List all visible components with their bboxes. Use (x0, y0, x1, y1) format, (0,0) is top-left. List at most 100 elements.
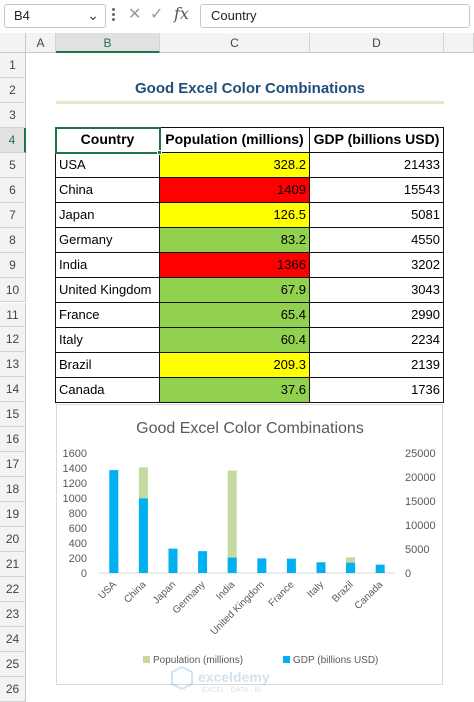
sheet-title[interactable]: Good Excel Color Combinations (134, 80, 366, 97)
row-header-10[interactable]: 10 (0, 277, 26, 303)
row-header-6[interactable]: 6 (0, 177, 26, 203)
y-tick-label: 400 (69, 538, 87, 550)
y-tick-label: 1600 (63, 448, 87, 460)
table-cell-country[interactable]: Germany (55, 227, 160, 253)
row-header-13[interactable]: 13 (0, 352, 26, 378)
row-header-23[interactable]: 23 (0, 601, 26, 627)
table-cell-population[interactable]: 1366 (159, 252, 310, 278)
row-header-5[interactable]: 5 (0, 152, 26, 178)
bar-gdp (109, 470, 119, 573)
x-tick-label: Canada (353, 579, 386, 612)
row-header-18[interactable]: 18 (0, 477, 26, 503)
table-cell-population[interactable]: 1409 (159, 177, 310, 203)
chart-title: Good Excel Color Combinations (136, 420, 364, 437)
y2-tick-label: 10000 (405, 520, 436, 532)
row-header-24[interactable]: 24 (0, 626, 26, 652)
y2-tick-label: 25000 (405, 448, 436, 460)
bar-gdp (257, 558, 267, 573)
table-cell-population[interactable]: 67.9 (159, 277, 310, 303)
column-header-a[interactable]: A (26, 33, 56, 53)
table-cell-gdp[interactable]: 3043 (309, 277, 444, 303)
table-cell-population[interactable]: 60.4 (159, 327, 310, 353)
x-tick-label: United Kingdom (209, 579, 267, 637)
name-box[interactable]: B4 ⌄ (4, 4, 106, 28)
chevron-down-icon[interactable]: ⌄ (87, 7, 99, 23)
formula-buttons: ✕ ✓ fx (122, 4, 196, 28)
row-header-20[interactable]: 20 (0, 527, 26, 552)
table-header-gdp[interactable]: GDP (billions USD) (309, 127, 444, 153)
row-header-7[interactable]: 7 (0, 202, 26, 228)
table-cell-gdp[interactable]: 15543 (309, 177, 444, 203)
table-cell-gdp[interactable]: 5081 (309, 202, 444, 228)
row-header-16[interactable]: 16 (0, 427, 26, 453)
table-cell-gdp[interactable]: 2139 (309, 352, 444, 378)
table-cell-population[interactable]: 328.2 (159, 152, 310, 178)
table-cell-gdp[interactable]: 2234 (309, 327, 444, 353)
y-tick-label: 200 (69, 553, 87, 565)
bar-gdp (346, 562, 356, 573)
combo-chart[interactable]: Good Excel Color Combinations 0 200 400 600 8… (56, 404, 443, 685)
table-header-population[interactable]: Population (millions) (159, 127, 310, 153)
table-cell-population[interactable]: 65.4 (159, 302, 310, 328)
table-cell-population[interactable]: 126.5 (159, 202, 310, 228)
formula-input[interactable]: Country (200, 4, 470, 28)
column-header-e[interactable] (444, 33, 474, 53)
fill-handle[interactable] (157, 150, 162, 155)
table-cell-country[interactable]: Brazil (55, 352, 160, 378)
table-cell-country[interactable]: United Kingdom (55, 277, 160, 303)
table-cell-population[interactable]: 83.2 (159, 227, 310, 253)
table-cell-gdp[interactable]: 3202 (309, 252, 444, 278)
cancel-icon[interactable]: ✕ (128, 6, 142, 23)
table-cell-country[interactable]: India (55, 252, 160, 278)
x-tick-label: Italy (305, 579, 326, 600)
row-header-3[interactable]: 3 (0, 102, 26, 128)
table-cell-country[interactable]: Italy (55, 327, 160, 353)
row-header-12[interactable]: 12 (0, 327, 26, 353)
chart-svg: Good Excel Color Combinations 0 200 400 600 8… (63, 420, 436, 666)
row-header-2[interactable]: 2 (0, 77, 26, 103)
check-icon[interactable]: ✓ (150, 6, 164, 23)
row-header-19[interactable]: 19 (0, 502, 26, 528)
column-header-d[interactable]: D (310, 33, 444, 53)
row-header-17[interactable]: 17 (0, 452, 26, 478)
table-cell-country[interactable]: USA (55, 152, 160, 178)
legend-label-population: Population (millions) (153, 655, 243, 666)
table-cell-country[interactable]: China (55, 177, 160, 203)
table-cell-population[interactable]: 37.6 (159, 377, 310, 403)
watermark-text: exceldemy (198, 669, 270, 685)
legend-swatch-gdp (283, 656, 290, 663)
row-header-26[interactable]: 26 (0, 676, 26, 702)
select-all-corner[interactable] (0, 33, 26, 53)
row-header-22[interactable]: 22 (0, 576, 26, 602)
y-tick-label: 600 (69, 523, 87, 535)
table-cell-country[interactable]: Canada (55, 377, 160, 403)
bar-gdp (138, 498, 148, 573)
row-header-1[interactable]: 1 (0, 53, 26, 78)
bar-gdp (227, 557, 237, 573)
x-tick-label: China (122, 579, 149, 606)
row-header-8[interactable]: 8 (0, 227, 26, 253)
x-tick-label: India (214, 579, 237, 602)
column-header-b[interactable]: B (56, 33, 160, 53)
table-cell-country[interactable]: Japan (55, 202, 160, 228)
y-tick-label: 1400 (63, 463, 87, 475)
table-cell-population[interactable]: 209.3 (159, 352, 310, 378)
bar-gdp (286, 558, 296, 573)
row-header-9[interactable]: 9 (0, 252, 26, 278)
row-header-11[interactable]: 11 (0, 302, 26, 328)
row-header-4[interactable]: 4 (0, 127, 26, 153)
table-cell-gdp[interactable]: 1736 (309, 377, 444, 403)
row-header-25[interactable]: 25 (0, 651, 26, 677)
column-header-c[interactable]: C (160, 33, 310, 53)
y-tick-label: 800 (69, 508, 87, 520)
more-options-icon[interactable] (112, 6, 118, 23)
table-cell-gdp[interactable]: 4550 (309, 227, 444, 253)
row-header-15[interactable]: 15 (0, 402, 26, 428)
table-cell-country[interactable]: France (55, 302, 160, 328)
x-tick-label: France (267, 579, 297, 609)
table-cell-gdp[interactable]: 2990 (309, 302, 444, 328)
table-cell-gdp[interactable]: 21433 (309, 152, 444, 178)
row-header-14[interactable]: 14 (0, 377, 26, 403)
insert-function-icon[interactable]: fx (174, 4, 189, 23)
row-header-21[interactable]: 21 (0, 552, 26, 577)
